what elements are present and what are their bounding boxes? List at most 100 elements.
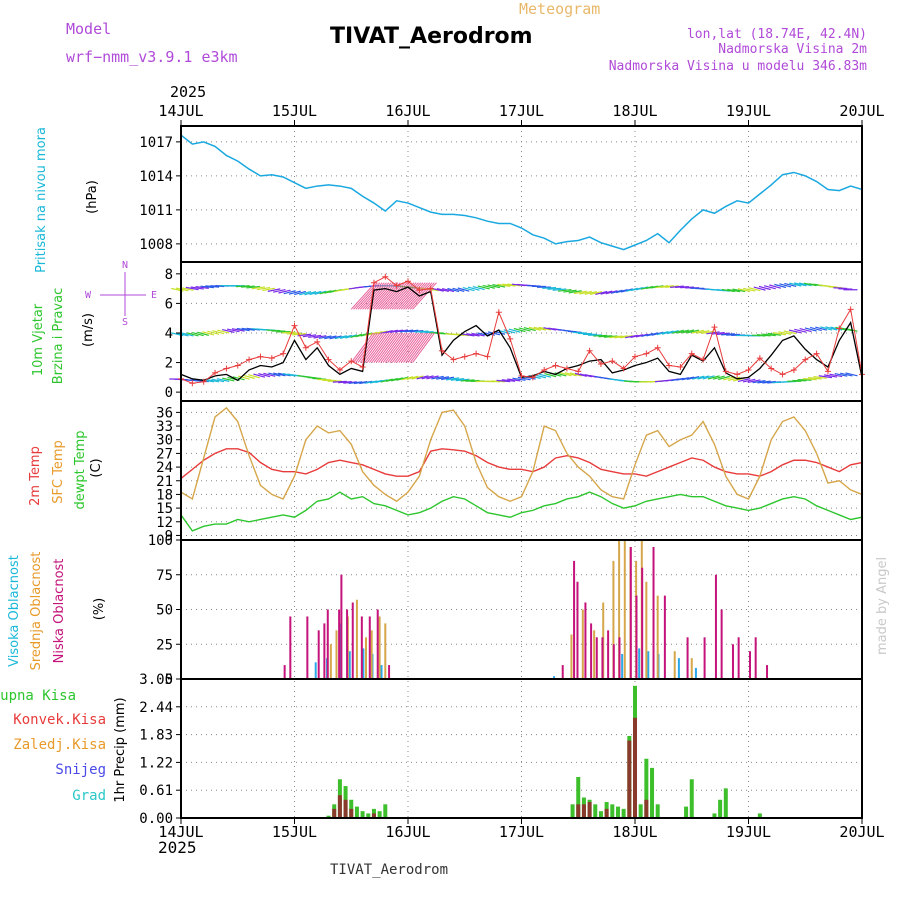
precip-total-bar [326,815,331,818]
wind-direction-arrow [461,333,475,337]
wind-direction-arrow [593,334,608,337]
wind-hatch-low [391,332,415,363]
wind-hatch-low [382,332,406,363]
wind-gust-marker [597,361,604,368]
wind-direction-arrow [661,330,674,335]
wind-gust-marker [314,338,321,345]
wind-direction-arrow [830,326,843,331]
day-label-bottom: 17JUL [499,823,544,841]
wind-direction-arrow [670,285,684,288]
lonlat-label: lon,lat (18.74E, 42.4N) [687,27,867,42]
wind-direction-arrow [399,329,414,333]
wind-hatch-high [382,282,408,310]
wind-direction-arrow [268,372,281,377]
wind-gust-marker [302,344,309,351]
wind-direction-arrow [539,373,552,378]
page-title: TIVAT_Aerodrom [330,24,533,49]
wind-direction-arrow [253,373,266,378]
wind-direction-arrow [385,377,398,383]
wind-direction-arrow [350,333,363,339]
wind-hatch-low [393,332,417,363]
wind-direction-arrow [651,331,664,336]
wind-hatch-high [396,282,422,310]
wind-direction-arrow [241,285,255,288]
wind-direction-arrow [273,372,286,377]
wind-direction-arrow [508,328,521,333]
wind-direction-arrow [797,378,812,381]
wind-direction-arrow [778,331,792,335]
wind-hatch-low [389,332,413,363]
wind-direction-arrow [666,329,679,335]
precip-total-bar [377,811,382,818]
y-tick-label: 25 [156,637,173,653]
wind-direction-arrow [329,335,342,340]
wind-hatch-low [378,332,401,363]
wind-direction-arrow [482,284,495,289]
day-label-top: 17JUL [499,102,544,120]
wind-direction-arrow [338,381,352,384]
wind-direction-arrow [833,287,848,290]
wind-direction-arrow [569,372,582,377]
wind-direction-arrow [502,283,516,287]
wind-direction-arrow [697,375,710,380]
wind-direction-arrow [747,379,761,383]
precip-conv-bar [576,804,581,818]
precip-total-bar [383,804,388,818]
wind-gust-marker [268,355,275,362]
temp-unit: (C) [89,458,104,477]
wind-direction-arrow [824,374,838,378]
wind-direction-arrow [762,333,776,337]
wind-gust-marker [370,279,377,286]
precip-total-bar [689,779,694,818]
y-tick-label: 1.22 [139,755,173,771]
y-tick-label: 3.05 [139,672,173,688]
wind-hatch-low [371,332,395,363]
wind-direction-arrow [686,329,700,334]
wind-direction-arrow [779,283,792,288]
compass-east: E [151,290,157,301]
wind-hatch-high [357,282,383,310]
precip-total-bar [757,813,762,818]
precip-conv-bar [627,740,632,818]
cloud-unit: (%) [92,598,107,621]
y-tick-label: 33 [156,419,173,435]
wind-direction-arrow [360,332,373,337]
wind-direction-arrow [471,332,485,337]
wind-direction-arrow [845,372,858,377]
wind-hatch-low [355,332,379,363]
wind-gust-marker [200,378,207,385]
wind-direction-arrow [207,330,220,335]
wind-direction-arrow [721,288,735,293]
wind-direction-arrow [421,375,434,380]
wind-hatch-high [391,282,417,310]
wind-direction-arrow [447,287,460,293]
wind-gust-marker [722,368,729,375]
wind-direction-arrow [794,282,807,287]
wind-direction-arrow [466,333,480,337]
wind-direction-arrow [702,375,715,380]
wind-direction-arrow [353,381,368,385]
wind-direction-arrow [752,379,766,384]
y-tick-label: 1014 [139,169,173,185]
wind-direction-arrow [798,282,812,287]
wind-hatch-high [380,282,406,310]
wind-direction-arrow [784,282,797,287]
wind-direction-arrow [820,326,833,331]
wind-direction-arrow [186,332,199,337]
wind-direction-arrow [324,335,337,340]
y-tick-label: 1.83 [139,728,173,744]
wind-direction-arrow [783,330,797,335]
data-layer [169,134,865,818]
wind-direction-arrow [339,334,352,339]
pressure-label: Pritisak na nivou mora [34,127,49,273]
day-label-bottom: 15JUL [272,823,317,841]
wind-gust-marker [257,353,264,360]
precip-total-bar [712,813,717,818]
wind-hatch-low [400,332,424,363]
wind-direction-arrow [401,376,414,381]
wind-gust-marker [734,371,741,378]
precip-hail-label: Grad [72,788,106,804]
wind-gust-marker [688,350,695,357]
wind-hatch-low [403,332,426,363]
